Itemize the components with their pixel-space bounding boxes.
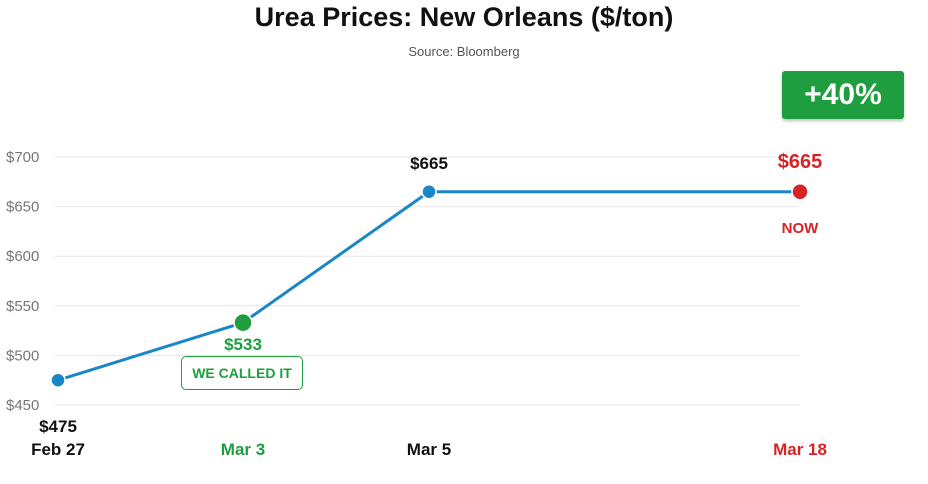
x-tick-label: Mar 5 bbox=[407, 440, 451, 459]
data-label: $665 bbox=[778, 151, 823, 173]
data-label: $475 bbox=[39, 417, 77, 436]
we-called-it-callout: WE CALLED IT bbox=[181, 356, 303, 390]
x-tick-label: Feb 27 bbox=[31, 440, 85, 459]
data-label: $665 bbox=[410, 154, 448, 173]
y-tick-label: $450 bbox=[6, 397, 39, 414]
series-line bbox=[57, 190, 800, 382]
x-tick-label: Mar 18 bbox=[773, 440, 827, 459]
y-tick-label: $650 bbox=[6, 199, 39, 216]
data-point bbox=[791, 182, 809, 201]
data-point bbox=[50, 372, 66, 388]
y-tick-label: $700 bbox=[6, 149, 39, 166]
data-label: $533 bbox=[224, 335, 262, 354]
x-tick-label: Mar 3 bbox=[221, 440, 265, 459]
chart-subtitle: Source: Bloomberg bbox=[408, 44, 520, 59]
y-tick-label: $550 bbox=[6, 298, 39, 315]
y-tick-label: $500 bbox=[6, 347, 39, 364]
y-tick-label: $600 bbox=[6, 248, 39, 265]
percent-change-badge: +40% bbox=[782, 71, 904, 119]
data-point bbox=[421, 183, 437, 200]
now-label: NOW bbox=[782, 220, 820, 237]
chart-title: Urea Prices: New Orleans ($/ton) bbox=[254, 2, 674, 32]
data-point bbox=[233, 312, 253, 333]
